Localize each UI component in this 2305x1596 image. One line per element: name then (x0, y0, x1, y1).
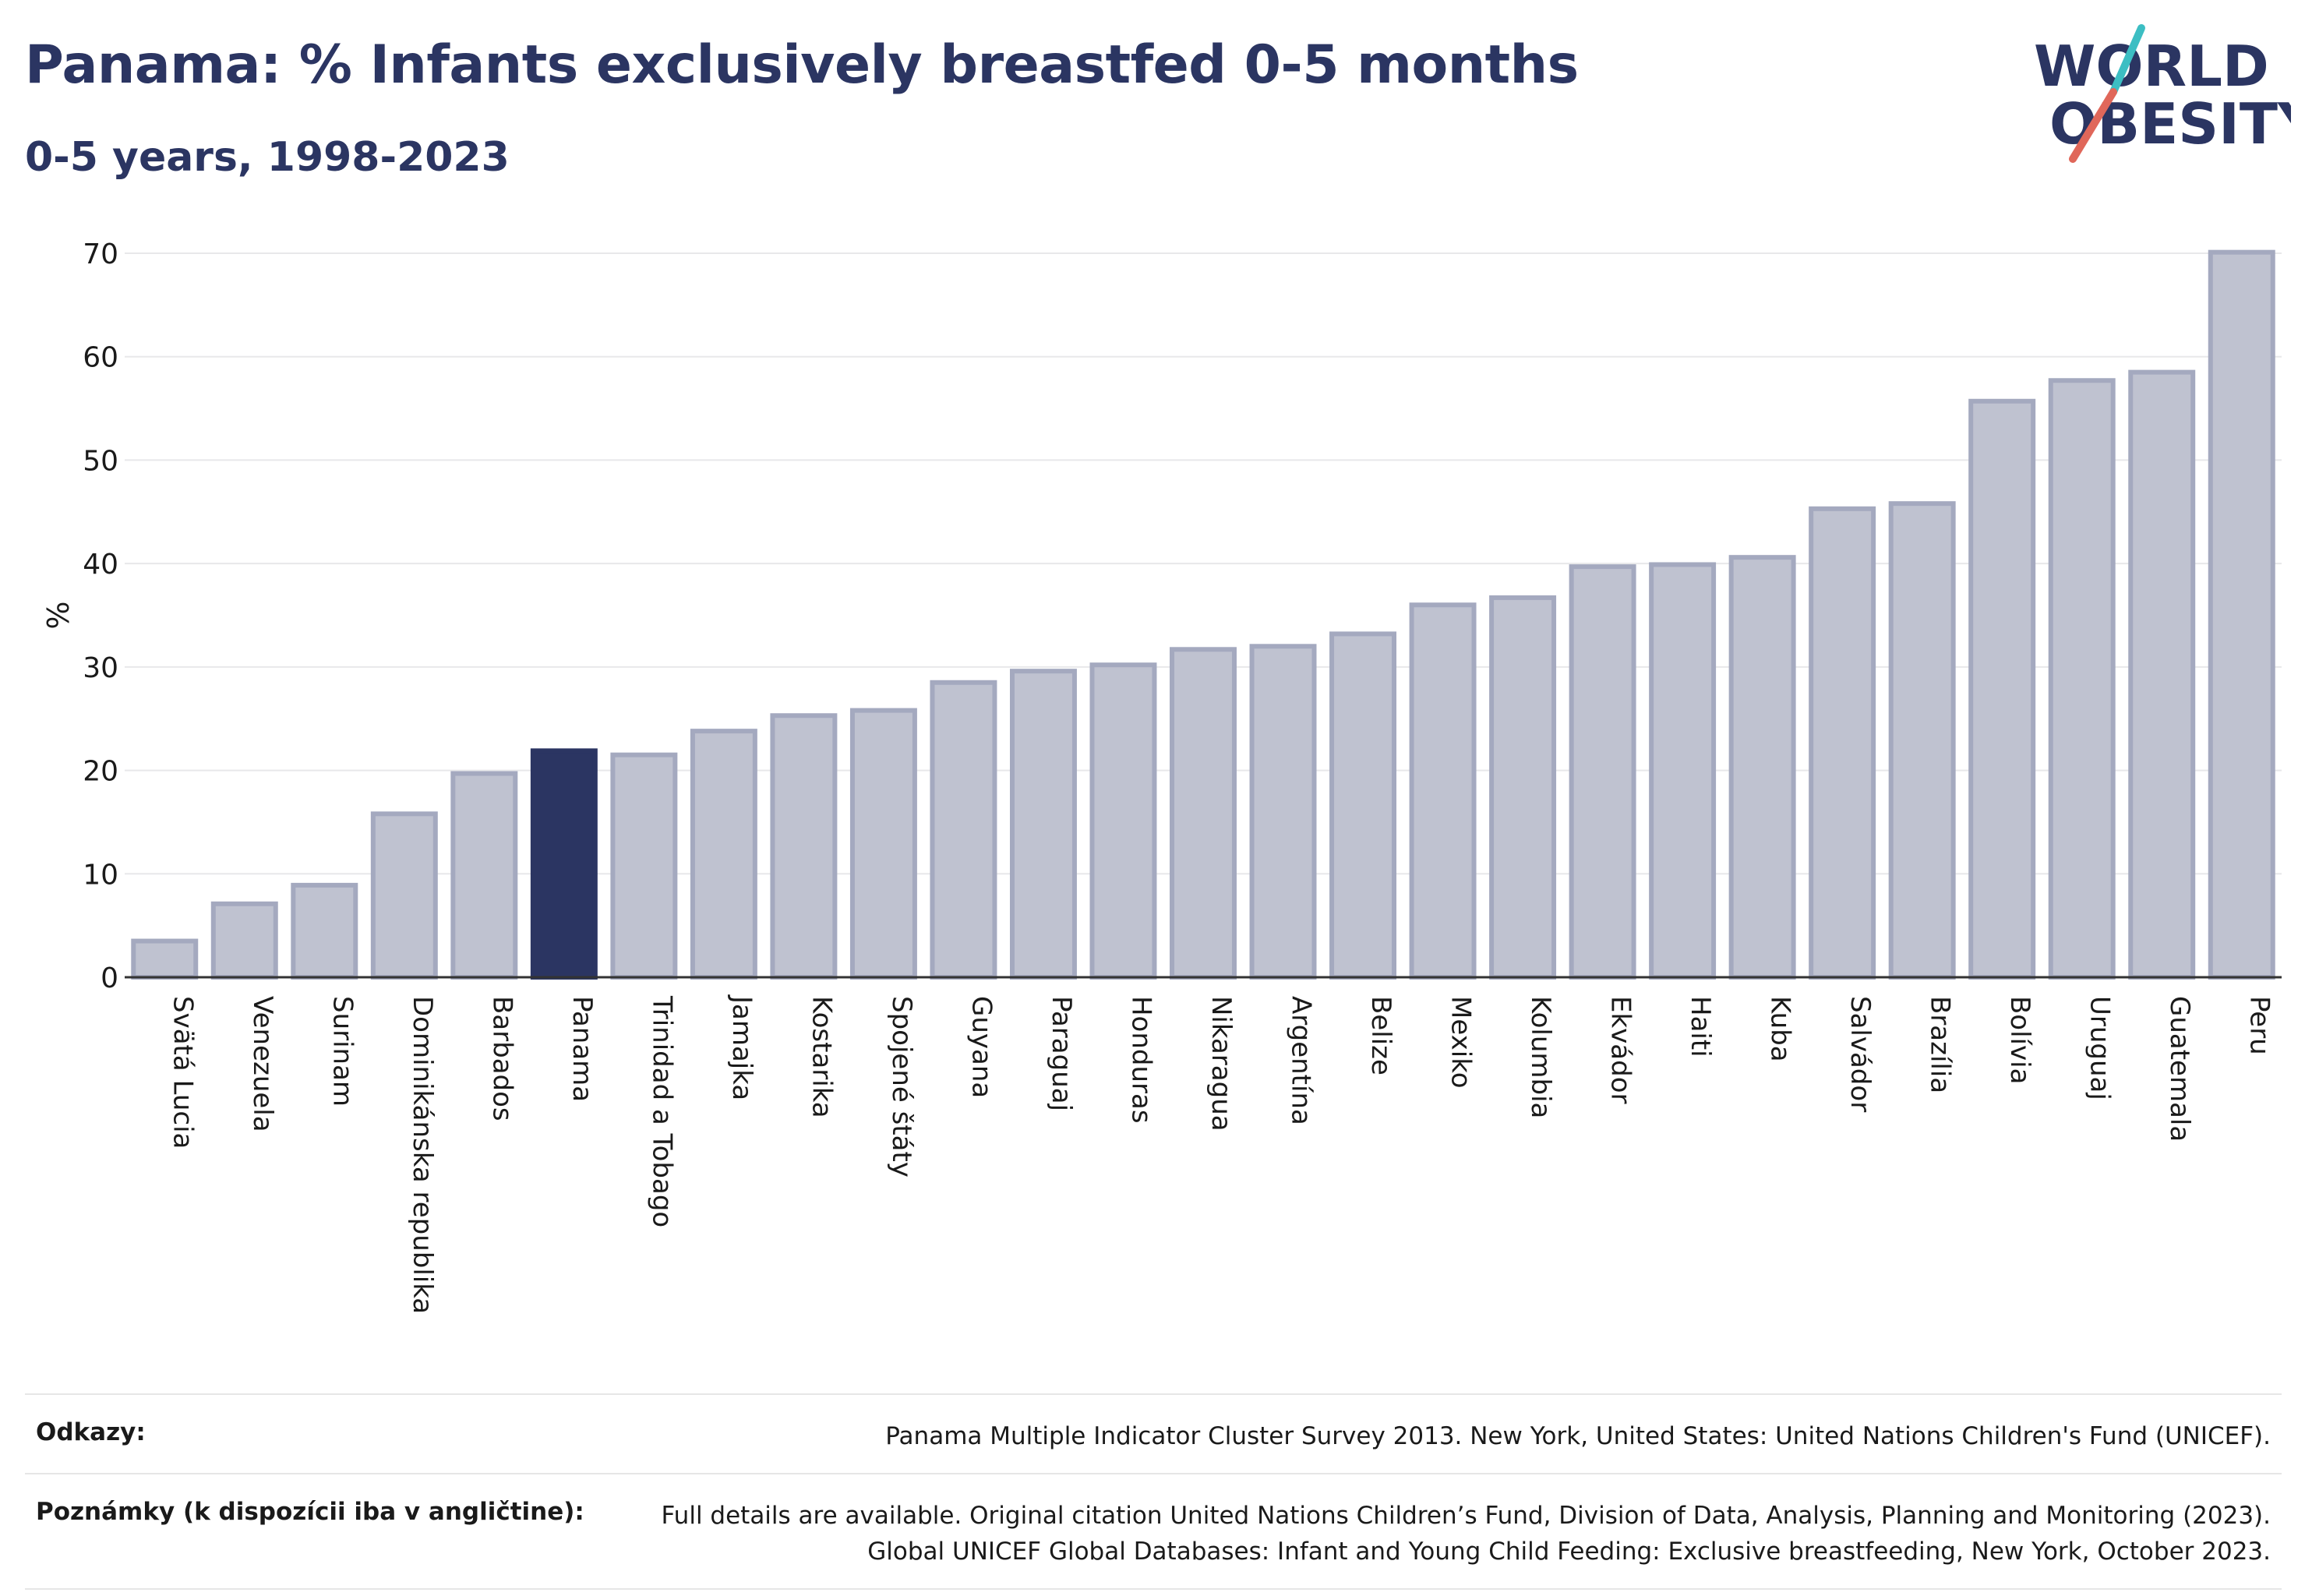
footer: Odkazy: Panama Multiple Indicator Cluste… (25, 1393, 2282, 1590)
x-tick-label: Barbados (486, 996, 517, 1121)
logo-word-world: WORLD (2034, 34, 2269, 99)
x-axis-labels: Svätá Lucia Venezuela Surinam Dominikánska … (167, 994, 2275, 1314)
x-tick-label: Paraguaj (1046, 996, 1077, 1111)
x-tick-label: Svätá Lucia (167, 996, 198, 1149)
bar[interactable] (1409, 602, 1477, 980)
bar[interactable] (1649, 562, 1717, 980)
y-tick-label: 20 (83, 756, 118, 788)
chart-title: Panama: % Infants exclusively breastfed … (25, 34, 1579, 96)
x-tick-label: Trinidad a Tobago (646, 995, 677, 1227)
x-tick-label: Surinam (327, 996, 358, 1107)
x-tick-label: Dominikánska republika (407, 996, 438, 1314)
bar[interactable] (1249, 644, 1317, 980)
x-tick-label: Jamajka (726, 994, 757, 1100)
bars (131, 249, 2275, 980)
x-tick-label: Mexiko (1445, 996, 1477, 1089)
bar[interactable] (1009, 669, 1077, 980)
chart-subtitle: 0-5 years, 1998-2023 (25, 134, 510, 181)
x-tick-label: Panama (567, 996, 598, 1102)
y-axis-label: % (40, 601, 74, 629)
footer-sources-line: Panama Multiple Indicator Cluster Survey… (885, 1422, 2271, 1450)
x-tick-label: Kolumbia (1525, 996, 1556, 1118)
x-tick-label: Nikaragua (1205, 996, 1237, 1132)
x-tick-label: Guyana (965, 996, 997, 1098)
bar[interactable] (770, 713, 838, 980)
bar-chart: 0 10 20 30 40 50 60 70 Svätá Lucia Venezuela Suri… (40, 238, 2282, 1314)
bar[interactable] (1728, 555, 1796, 980)
bar[interactable] (1968, 398, 2036, 980)
x-tick-label: Venezuela (247, 996, 278, 1132)
bar[interactable] (210, 901, 278, 980)
bar[interactable] (450, 771, 518, 980)
y-tick-label: 50 (83, 445, 118, 477)
x-tick-label: Argentína (1286, 996, 1317, 1125)
bar[interactable] (530, 748, 598, 980)
bar[interactable] (1170, 647, 1237, 980)
y-axis-ticks: 0 10 20 30 40 50 60 70 (83, 238, 118, 994)
bar[interactable] (1809, 506, 1876, 980)
y-tick-label: 30 (83, 652, 118, 684)
footer-notes-label: Poznámky (k dispozícii iba v angličtine)… (36, 1498, 584, 1526)
footer-sources-label: Odkazy: (36, 1418, 146, 1446)
y-tick-label: 10 (83, 859, 118, 891)
bar[interactable] (131, 938, 199, 980)
footer-notes-text: Full details are available. Original cit… (662, 1498, 2271, 1570)
bar[interactable] (2208, 249, 2275, 980)
x-tick-label: Honduras (1125, 996, 1156, 1124)
x-tick-label: Kuba (1765, 996, 1796, 1062)
logo-slash-red (2069, 88, 2117, 163)
bar[interactable] (1329, 631, 1397, 980)
x-tick-label: Uruguaj (2084, 996, 2116, 1100)
x-tick-label: Haiti (1685, 996, 1716, 1058)
footer-sources-text: Panama Multiple Indicator Cluster Survey… (885, 1418, 2271, 1454)
bar[interactable] (930, 680, 997, 980)
y-tick-label: 70 (83, 238, 118, 270)
x-tick-label: Guatemala (2164, 996, 2195, 1142)
footer-notes-row: Poznámky (k dispozícii iba v angličtine)… (25, 1473, 2282, 1590)
bar[interactable] (291, 882, 358, 980)
footer-notes-line-2: Global UNICEF Global Databases: Infant a… (867, 1538, 2271, 1566)
x-tick-label: Ekvádor (1605, 996, 1636, 1104)
x-tick-label: Spojené štáty (886, 996, 917, 1178)
bar[interactable] (1089, 662, 1157, 980)
bar[interactable] (849, 708, 917, 980)
y-tick-label: 40 (83, 549, 118, 581)
bar[interactable] (370, 811, 438, 980)
x-tick-label: Kostarika (806, 996, 837, 1118)
bar[interactable] (1489, 595, 1557, 980)
footer-notes-line-1: Full details are available. Original cit… (661, 1502, 2271, 1530)
bar[interactable] (1569, 564, 1636, 980)
bar[interactable] (610, 752, 678, 980)
y-tick-label: 0 (101, 962, 118, 994)
bar[interactable] (690, 729, 757, 980)
x-tick-label: Peru (2244, 996, 2275, 1055)
bar[interactable] (2048, 378, 2116, 980)
x-tick-label: Salvádor (1844, 996, 1876, 1112)
x-tick-label: Brazília (1925, 996, 1956, 1093)
x-tick-label: Bolívia (2004, 996, 2035, 1084)
bar[interactable] (1888, 501, 1956, 980)
footer-sources-row: Odkazy: Panama Multiple Indicator Cluste… (25, 1393, 2282, 1473)
world-obesity-logo: WORLD OBESITY (2034, 24, 2291, 163)
logo-slash-teal (2109, 24, 2145, 96)
y-tick-label: 60 (83, 342, 118, 374)
bar[interactable] (2128, 369, 2196, 980)
x-tick-label: Belize (1365, 996, 1396, 1075)
